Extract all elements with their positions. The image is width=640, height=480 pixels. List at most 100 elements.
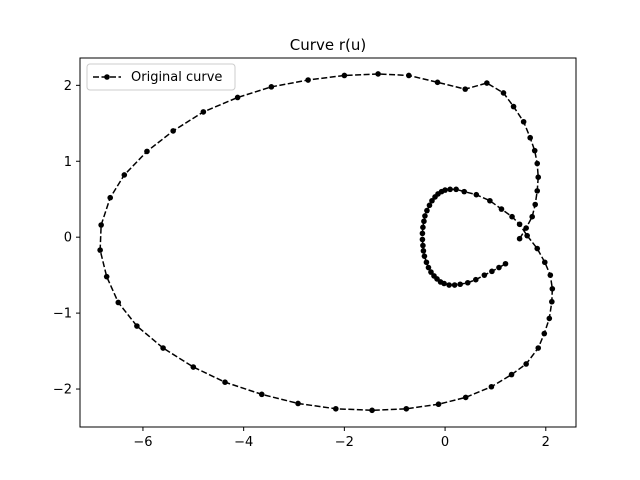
data-point-36: [333, 405, 339, 412]
data-point-66: [426, 202, 433, 209]
x-tick-label: −6: [133, 435, 152, 450]
data-point-16: [375, 71, 381, 77]
data-point-51: [534, 245, 541, 252]
data-point-41: [488, 383, 495, 390]
data-point-24: [121, 172, 128, 178]
data-point-43: [523, 361, 529, 367]
data-point-9: [520, 118, 527, 125]
data-point-68: [422, 213, 428, 219]
data-point-38: [403, 405, 410, 412]
data-point-33: [222, 379, 228, 386]
data-point-78: [428, 269, 434, 275]
data-point-42: [508, 371, 515, 378]
data-point-18: [305, 77, 311, 83]
data-point-55: [498, 206, 505, 212]
data-point-37: [369, 407, 375, 414]
x-tick-label: 2: [542, 435, 550, 450]
y-tick-label: 0: [64, 231, 72, 246]
data-point-72: [419, 236, 426, 243]
data-point-17: [341, 72, 348, 79]
data-point-76: [423, 259, 430, 266]
data-point-35: [295, 400, 301, 407]
data-point-47: [549, 298, 555, 305]
data-point-39: [435, 401, 442, 408]
chart-title: Curve r(u): [290, 36, 366, 54]
data-point-65: [429, 197, 435, 204]
data-point-82: [441, 280, 447, 287]
data-point-56: [487, 197, 493, 204]
data-point-64: [432, 194, 438, 200]
data-point-59: [453, 186, 459, 193]
y-tick-label: 1: [64, 155, 72, 170]
data-point-34: [258, 391, 265, 398]
data-point-28: [103, 273, 110, 280]
legend-label: Original curve: [131, 70, 222, 85]
data-point-75: [421, 253, 428, 259]
data-point-90: [496, 264, 502, 271]
data-point-86: [464, 279, 471, 286]
data-point-22: [170, 128, 176, 134]
data-point-7: [531, 147, 538, 154]
data-point-8: [527, 134, 533, 141]
data-point-26: [98, 222, 104, 228]
y-tick-label: 2: [64, 79, 72, 94]
data-point-19: [268, 84, 275, 90]
data-point-15: [406, 72, 412, 79]
data-point-25: [107, 194, 114, 201]
data-point-85: [457, 281, 463, 288]
y-axis: −2 −1 0 1 2: [53, 79, 80, 398]
data-point-21: [200, 109, 207, 115]
data-point-54: [509, 213, 515, 220]
data-point-20: [234, 94, 241, 101]
x-axis: −6 −4 −2 0 2: [133, 427, 550, 450]
data-point-69: [421, 218, 427, 225]
data-point-4: [534, 188, 541, 194]
data-point-44: [535, 345, 542, 351]
data-point-31: [160, 345, 166, 351]
y-tick-label: −1: [53, 307, 72, 322]
data-point-0: [516, 235, 523, 242]
data-point-12: [484, 80, 490, 86]
data-point-2: [529, 213, 535, 220]
data-point-11: [500, 90, 507, 96]
legend-marker-sample: [104, 74, 110, 80]
data-point-32: [190, 364, 197, 370]
x-tick-label: −2: [335, 435, 354, 450]
data-point-14: [434, 79, 441, 86]
data-point-89: [489, 268, 495, 275]
data-point-53: [516, 221, 523, 228]
data-point-46: [546, 315, 553, 322]
data-point-30: [134, 323, 140, 329]
data-point-91: [502, 260, 509, 267]
data-point-60: [447, 186, 453, 193]
data-point-74: [420, 248, 427, 254]
data-point-84: [451, 282, 458, 288]
legend-box: [86, 63, 236, 91]
data-point-49: [547, 272, 554, 278]
plot-area: [97, 71, 556, 414]
data-point-87: [472, 276, 479, 283]
data-point-52: [524, 232, 530, 239]
data-point-3: [532, 201, 539, 208]
data-point-67: [424, 207, 430, 214]
data-point-13: [462, 86, 469, 92]
data-point-45: [541, 330, 548, 337]
data-point-83: [446, 282, 452, 288]
data-point-29: [115, 299, 122, 306]
legend: Original curve: [86, 63, 236, 91]
axes-frame: [79, 57, 577, 428]
data-point-48: [549, 286, 556, 292]
data-point-40: [462, 394, 469, 401]
data-point-23: [144, 148, 150, 155]
x-tick-label: −4: [234, 435, 253, 450]
data-point-58: [461, 188, 468, 195]
data-point-88: [481, 272, 488, 278]
data-point-70: [420, 224, 426, 231]
data-point-77: [425, 264, 432, 271]
y-tick-label: −2: [53, 383, 72, 398]
data-point-10: [510, 103, 517, 110]
data-point-5: [535, 174, 542, 180]
data-point-6: [534, 160, 541, 167]
data-point-57: [473, 191, 480, 198]
